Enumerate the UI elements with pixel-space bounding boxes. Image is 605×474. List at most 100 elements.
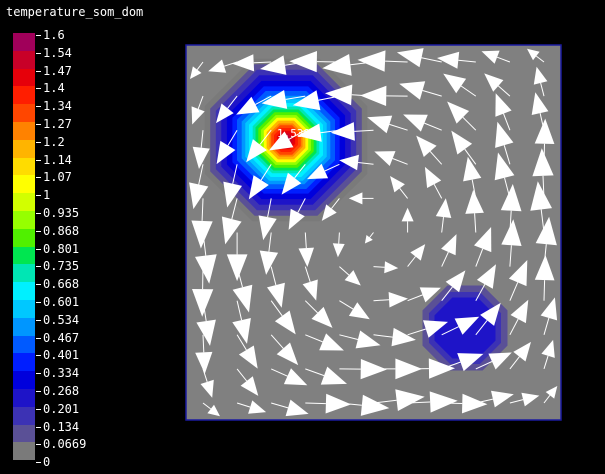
- legend-swatch: [13, 139, 35, 158]
- legend-tick: 0.534: [36, 313, 79, 327]
- domain-border: [185, 44, 562, 421]
- velocity-arrow: [475, 390, 514, 408]
- legend-tick-label: 1: [43, 188, 51, 203]
- legend-tick: 1.27: [36, 117, 72, 131]
- peak-value-label: 1.5301: [277, 127, 317, 140]
- legend-tick-label: 0.534: [43, 312, 80, 327]
- legend-tick-label: 0.334: [43, 366, 80, 381]
- velocity-arrow: [527, 48, 545, 63]
- velocity-arrow: [540, 297, 558, 335]
- legend-tick-label: 1.6: [43, 28, 65, 42]
- velocity-arrow: [195, 232, 217, 284]
- velocity-arrow: [441, 353, 484, 372]
- legend-tick: 1.4: [36, 81, 65, 95]
- velocity-arrow: [484, 73, 511, 97]
- velocity-arrow: [357, 50, 408, 72]
- legend-swatch: [13, 406, 35, 425]
- legend-tick-label: 0.668: [43, 277, 80, 292]
- legend-tick-label: 1.34: [43, 99, 72, 114]
- velocity-arrow: [196, 300, 216, 346]
- legend-swatch: [13, 157, 35, 176]
- velocity-arrows: [189, 48, 558, 417]
- legend-tick: 0.735: [36, 259, 79, 273]
- legend-tick: 0.801: [36, 242, 79, 256]
- velocity-arrow: [416, 135, 443, 165]
- legend-swatch: [13, 388, 35, 407]
- legend-swatch: [13, 282, 35, 300]
- legend-swatch: [13, 442, 35, 461]
- legend-tick: 1.6: [36, 28, 65, 42]
- velocity-arrow: [396, 48, 442, 68]
- velocity-arrow: [270, 368, 308, 386]
- velocity-arrow: [236, 368, 259, 396]
- velocity-arrow: [321, 198, 340, 221]
- velocity-arrow: [191, 198, 213, 249]
- velocity-arrow: [288, 198, 306, 230]
- legend-tick-label: 0.467: [43, 330, 80, 345]
- velocity-arrow: [332, 232, 345, 258]
- legend-tick: 0.0669: [36, 437, 86, 451]
- velocity-arrow: [509, 392, 540, 407]
- legend-tick-label: 0.401: [43, 348, 80, 363]
- legend-swatch: [13, 246, 35, 265]
- legend-tick-label: 0.801: [43, 241, 80, 256]
- velocity-arrow: [441, 316, 480, 336]
- velocity-arrow: [298, 232, 314, 267]
- velocity-arrow: [302, 266, 318, 301]
- velocity-arrow: [407, 320, 448, 338]
- velocity-arrow: [441, 234, 457, 267]
- legend-tick: 0: [36, 455, 50, 469]
- velocity-arrow: [447, 101, 477, 131]
- velocity-arrow: [441, 270, 466, 302]
- legend-swatch: [13, 371, 35, 389]
- velocity-arrow: [543, 386, 558, 404]
- legend-swatch: [13, 193, 35, 211]
- legend-tick-label: 0: [43, 455, 51, 470]
- legend-swatch: [13, 335, 35, 354]
- legend-swatch: [13, 264, 35, 283]
- velocity-arrow: [232, 54, 272, 72]
- velocity-arrow: [305, 333, 344, 351]
- color-legend-bar: [13, 33, 35, 461]
- velocity-arrow: [373, 389, 425, 411]
- legend-swatch: [13, 86, 35, 105]
- legend-tick: 1.54: [36, 46, 72, 60]
- velocity-arrow: [259, 232, 279, 275]
- velocity-arrow: [232, 266, 253, 313]
- legend-tick: 0.467: [36, 331, 79, 345]
- velocity-arrow: [271, 399, 309, 417]
- legend-tick-label: 1.54: [43, 45, 72, 60]
- velocity-arrow: [232, 300, 251, 344]
- velocity-arrow: [195, 334, 213, 374]
- velocity-arrow: [307, 163, 340, 180]
- legend-tick-label: 1.2: [43, 134, 65, 149]
- velocity-arrow: [407, 244, 426, 267]
- velocity-arrow: [495, 93, 512, 131]
- velocity-arrow: [190, 61, 204, 79]
- velocity-arrow: [465, 189, 484, 233]
- velocity-arrow: [407, 287, 441, 303]
- plot-title: temperature_som_dom: [6, 5, 144, 19]
- velocity-arrow: [373, 261, 399, 274]
- velocity-arrow: [474, 227, 492, 267]
- legend-tick: 1.2: [36, 135, 65, 149]
- velocity-arrow: [304, 300, 333, 328]
- legend-tick-label: 1.4: [43, 81, 65, 96]
- velocity-arrow: [192, 130, 210, 169]
- legend-tick: 0.401: [36, 348, 79, 362]
- legend-tick-label: 0.868: [43, 223, 80, 238]
- legend-tick: 0.868: [36, 224, 79, 238]
- legend-tick: 1.14: [36, 153, 72, 167]
- legend-tick-label: 0.735: [43, 259, 80, 274]
- velocity-arrow: [475, 352, 512, 370]
- legend-tick-label: 0.134: [43, 419, 80, 434]
- velocity-arrow: [305, 393, 352, 414]
- velocity-arrow: [192, 266, 214, 317]
- legend-swatch: [13, 424, 35, 443]
- velocity-arrow: [437, 51, 476, 69]
- velocity-arrow: [435, 198, 452, 233]
- velocity-arrow: [267, 266, 285, 308]
- legend-tick-label: 0.935: [43, 206, 80, 220]
- velocity-arrow: [268, 129, 306, 151]
- velocity-arrow: [221, 198, 242, 245]
